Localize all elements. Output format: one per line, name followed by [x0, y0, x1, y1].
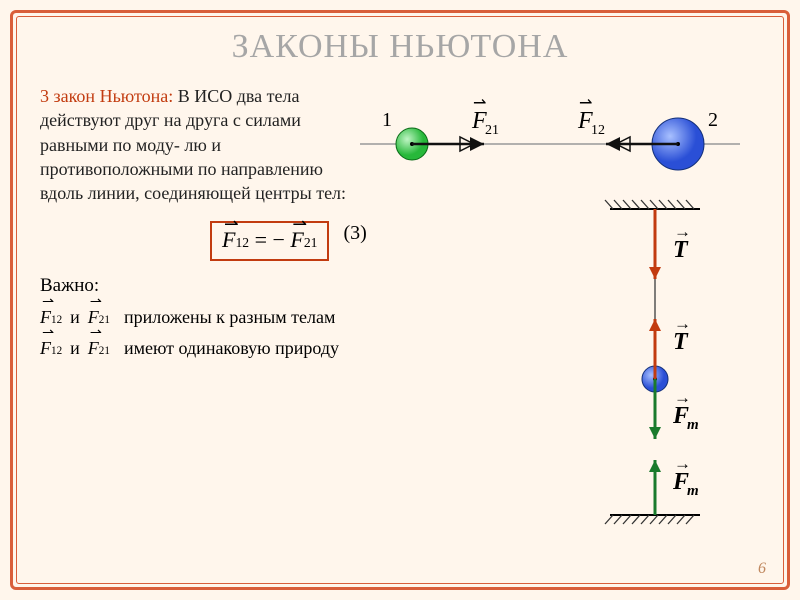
note2-f12-F: F	[40, 338, 51, 358]
svg-text:⇀: ⇀	[579, 95, 592, 112]
slide-title: ЗАКОНЫ НЬЮТОНА	[40, 28, 760, 66]
eq-f12-sub: 12	[235, 235, 249, 250]
intro-paragraph: 3 закон Ньютона: В ИСО два тела действую…	[40, 84, 360, 205]
note2-text: имеют одинаковую природу	[124, 338, 339, 359]
note2-f12: F12	[40, 338, 62, 359]
note1-f12-F: F	[40, 307, 51, 327]
eq-f12-F: F	[222, 227, 235, 252]
note2-f21-F: F	[88, 338, 99, 358]
svg-text:2: 2	[708, 109, 718, 131]
svg-text:m: m	[687, 483, 699, 499]
svg-text:21: 21	[485, 123, 499, 138]
equation-box: F12 = − F21	[210, 221, 329, 261]
svg-text:→: →	[674, 314, 691, 333]
note1-text: приложены к разным телам	[124, 307, 335, 328]
eq-f21: F	[290, 227, 303, 252]
svg-text:→: →	[674, 454, 691, 473]
right-column: 12F21⇀F12⇀	[360, 84, 760, 205]
svg-text:→: →	[674, 388, 691, 407]
slide-content: ЗАКОНЫ НЬЮТОНА 3 закон Ньютона: В ИСО дв…	[40, 28, 760, 572]
intro-lead: 3 закон Ньютона:	[40, 86, 173, 106]
note2-and: и	[70, 338, 80, 359]
note2-f21-sub: 21	[99, 345, 110, 357]
page-number: 6	[758, 560, 766, 578]
note1-f21-F: F	[88, 307, 99, 327]
svg-text:→: →	[674, 222, 691, 241]
svg-text:1: 1	[382, 109, 392, 131]
eq-f21-F: F	[290, 227, 303, 252]
note2-f12-sub: 12	[51, 345, 62, 357]
eq-f21-sub: 21	[304, 235, 318, 250]
equation-number: (3)	[343, 222, 366, 245]
note1-and: и	[70, 307, 80, 328]
svg-text:⇀: ⇀	[473, 95, 486, 112]
note2-f21: F21	[88, 338, 110, 359]
pendulum-diagram: T→T→Fm→Fm→	[595, 193, 765, 533]
two-body-diagram: 12F21⇀F12⇀	[360, 84, 760, 194]
svg-text:12: 12	[591, 123, 605, 138]
eq-f12: F	[222, 227, 235, 252]
svg-text:m: m	[687, 417, 699, 433]
eq-equals: = −	[255, 227, 285, 252]
left-column: 3 закон Ньютона: В ИСО два тела действую…	[40, 84, 360, 205]
columns: 3 закон Ньютона: В ИСО два тела действую…	[40, 84, 760, 205]
